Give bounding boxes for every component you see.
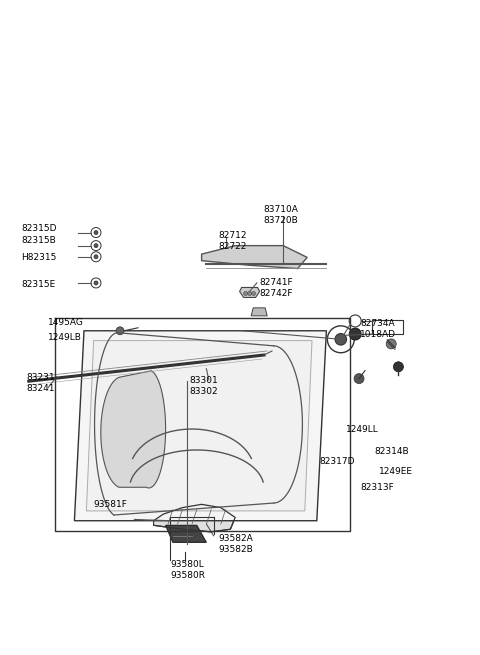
Text: 1249LL: 1249LL xyxy=(346,424,378,434)
Text: 82712
82722: 82712 82722 xyxy=(218,231,247,251)
Circle shape xyxy=(94,255,98,259)
Circle shape xyxy=(248,291,252,295)
Circle shape xyxy=(116,327,124,335)
Text: 93581F: 93581F xyxy=(94,500,128,509)
Text: 82314B: 82314B xyxy=(374,447,409,457)
Circle shape xyxy=(394,362,403,372)
Text: 93580L
93580R: 93580L 93580R xyxy=(170,560,205,580)
Circle shape xyxy=(386,339,396,349)
Text: 82315D
82315B: 82315D 82315B xyxy=(22,225,57,244)
Circle shape xyxy=(94,244,98,248)
Circle shape xyxy=(335,333,347,345)
Polygon shape xyxy=(86,341,312,511)
Polygon shape xyxy=(166,525,206,542)
Text: 83710A
83720B: 83710A 83720B xyxy=(263,205,298,225)
Text: 83231
83241: 83231 83241 xyxy=(26,373,55,393)
Polygon shape xyxy=(101,371,166,488)
Text: 93582A
93582B: 93582A 93582B xyxy=(218,534,253,553)
Circle shape xyxy=(349,328,361,340)
Text: 1249EE: 1249EE xyxy=(379,467,413,476)
Text: H82315: H82315 xyxy=(22,253,57,262)
Text: 82315E: 82315E xyxy=(22,280,56,290)
Circle shape xyxy=(94,281,98,285)
Polygon shape xyxy=(154,504,235,532)
Text: 82317D: 82317D xyxy=(319,457,355,466)
Text: 82741F
82742F: 82741F 82742F xyxy=(259,278,293,298)
Text: 82734A
1018AD: 82734A 1018AD xyxy=(360,319,396,339)
Text: 1249LB: 1249LB xyxy=(48,333,82,342)
Text: 1495AG: 1495AG xyxy=(48,318,84,328)
Text: 82313F: 82313F xyxy=(360,483,394,493)
Polygon shape xyxy=(240,288,260,297)
Circle shape xyxy=(94,231,98,234)
Circle shape xyxy=(354,373,364,384)
Polygon shape xyxy=(202,246,307,269)
Polygon shape xyxy=(74,331,326,521)
Circle shape xyxy=(244,291,248,295)
Text: 83301
83302: 83301 83302 xyxy=(190,377,218,396)
Polygon shape xyxy=(251,308,267,316)
Circle shape xyxy=(252,291,256,295)
